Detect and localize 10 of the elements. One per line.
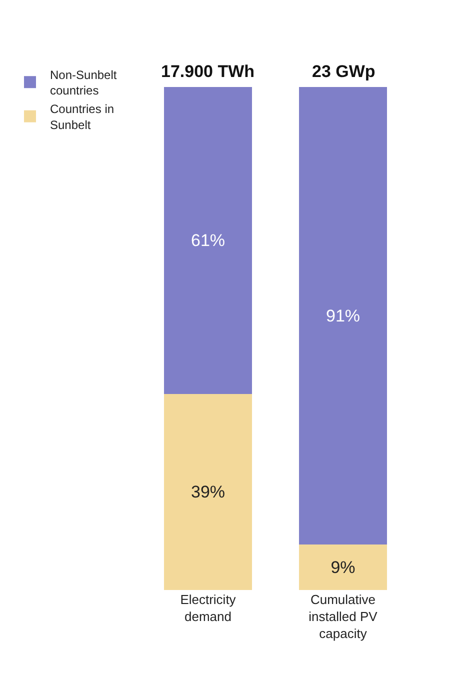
legend-label: Non-Sunbelt countries — [50, 68, 118, 98]
data-label: 9% — [330, 558, 356, 577]
x-tick-label: Cumulative installed PV capacity — [308, 592, 378, 641]
data-label: 39% — [190, 482, 226, 502]
legend-label: Countries in Sunbelt — [50, 102, 114, 132]
x-tick-label: Electricity demand — [180, 592, 236, 624]
text: 17.900 TWh — [161, 62, 255, 81]
data-label: 61% — [190, 230, 226, 250]
data-label: 91% — [326, 306, 360, 326]
text: 23 GWp — [312, 62, 376, 81]
